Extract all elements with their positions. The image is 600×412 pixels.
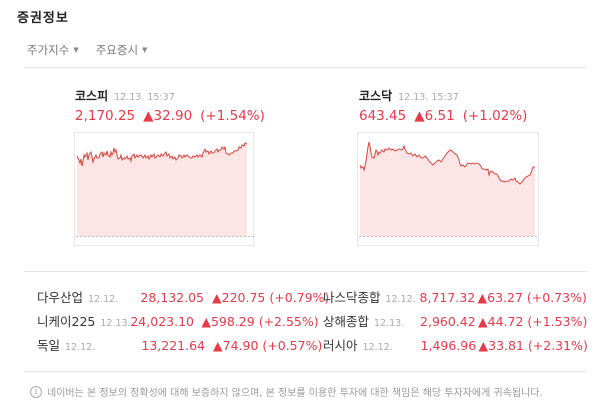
disclaimer-text: 네이버는 본 정보의 정확성에 대해 보증하지 않으며, 본 정보를 이용한 투…: [47, 388, 543, 399]
row-change: ▲33.81 (+2.31%): [478, 338, 588, 353]
row-value: 8,717.32: [419, 290, 476, 305]
caret-down-icon: ▼: [73, 46, 79, 54]
index-change: ▲6.51: [414, 108, 455, 124]
index-percent: (+1.02%): [462, 108, 528, 124]
divider: [24, 371, 587, 372]
kosdaq-sparkline: [359, 141, 539, 237]
world-indices-right: 나스닥종합 12.12. 8,717.32 ▲63.27 (+0.73%) 상해…: [323, 287, 588, 359]
tab-stock-index[interactable]: 주가지수 ▼: [27, 42, 79, 58]
row-value: 1,496.96: [420, 338, 477, 353]
index-row-germany[interactable]: 독일 12.12. 13,221.64 ▲74.90 (+0.57%): [37, 335, 329, 359]
divider: [24, 67, 587, 68]
row-name: 독일: [37, 338, 61, 353]
row-name: 상해종합: [323, 314, 370, 329]
row-change: ▲74.90 (+0.57%): [213, 338, 323, 353]
index-time: 12.13. 15:37: [114, 92, 175, 103]
row-name: 러시아: [323, 338, 358, 353]
tab-label: 주가지수: [27, 43, 70, 57]
kospi-chart[interactable]: [74, 132, 254, 246]
index-row-dow[interactable]: 다우산업 12.12. 28,132.05 ▲220.75 (+0.79%): [37, 287, 329, 311]
row-name: 다우산업: [37, 290, 84, 305]
kosdaq-chart[interactable]: [357, 132, 539, 246]
row-name: 나스닥종합: [323, 290, 381, 305]
row-name: 니케이225: [37, 314, 96, 329]
index-change: ▲32.90: [143, 108, 193, 124]
disclaimer: i 네이버는 본 정보의 정확성에 대해 보증하지 않으며, 본 정보를 이용한…: [30, 384, 543, 399]
tab-label: 주요증시: [95, 43, 139, 57]
row-value: 24,023.10: [130, 314, 194, 329]
index-percent: (+1.54%): [200, 108, 265, 124]
row-change: ▲63.27 (+0.73%): [477, 290, 587, 305]
row-date: 12.12.: [362, 342, 393, 353]
row-value: 13,221.64: [141, 338, 206, 353]
index-name: 코스피: [75, 89, 109, 103]
tab-major-markets[interactable]: 주요증시 ▼: [96, 42, 148, 58]
caret-down-icon: ▼: [142, 46, 148, 54]
index-row-russia[interactable]: 러시아 12.12. 1,496.96 ▲33.81 (+2.31%): [323, 335, 588, 359]
kospi-sparkline: [76, 142, 254, 237]
row-change: ▲598.29 (+2.55%): [201, 314, 319, 329]
row-change: ▲220.75 (+0.79%): [212, 290, 330, 305]
row-date: 12.13.: [100, 318, 131, 329]
tab-bar: 주가지수 ▼ 주요증시 ▼: [27, 42, 147, 58]
index-time: 12.13. 15:37: [398, 92, 459, 103]
row-change: ▲44.72 (+1.53%): [478, 314, 588, 329]
world-indices-left: 다우산업 12.12. 28,132.05 ▲220.75 (+0.79%) 니…: [37, 287, 329, 359]
row-date: 12.12.: [385, 294, 416, 305]
divider: [24, 271, 587, 272]
section-title: 증권정보: [17, 11, 69, 26]
index-name: 코스닥: [359, 89, 393, 103]
row-date: 12.12.: [65, 342, 96, 353]
kospi-summary[interactable]: 코스피 12.13. 15:37 2,170.25 ▲32.90 (+1.54%…: [75, 87, 265, 124]
row-value: 2,960.42: [420, 314, 476, 329]
index-value: 643.45: [359, 108, 407, 124]
row-date: 12.13.: [374, 318, 405, 329]
index-row-nikkei[interactable]: 니케이225 12.13. 24,023.10 ▲598.29 (+2.55%): [37, 311, 329, 335]
index-row-shanghai[interactable]: 상해종합 12.13. 2,960.42 ▲44.72 (+1.53%): [323, 311, 588, 335]
row-date: 12.12.: [88, 294, 119, 305]
info-icon: i: [30, 385, 42, 398]
kosdaq-summary[interactable]: 코스닥 12.13. 15:37 643.45 ▲6.51 (+1.02%): [359, 87, 527, 124]
index-value: 2,170.25: [75, 108, 136, 124]
row-value: 28,132.05: [140, 290, 205, 305]
index-row-nasdaq[interactable]: 나스닥종합 12.12. 8,717.32 ▲63.27 (+0.73%): [323, 287, 588, 311]
